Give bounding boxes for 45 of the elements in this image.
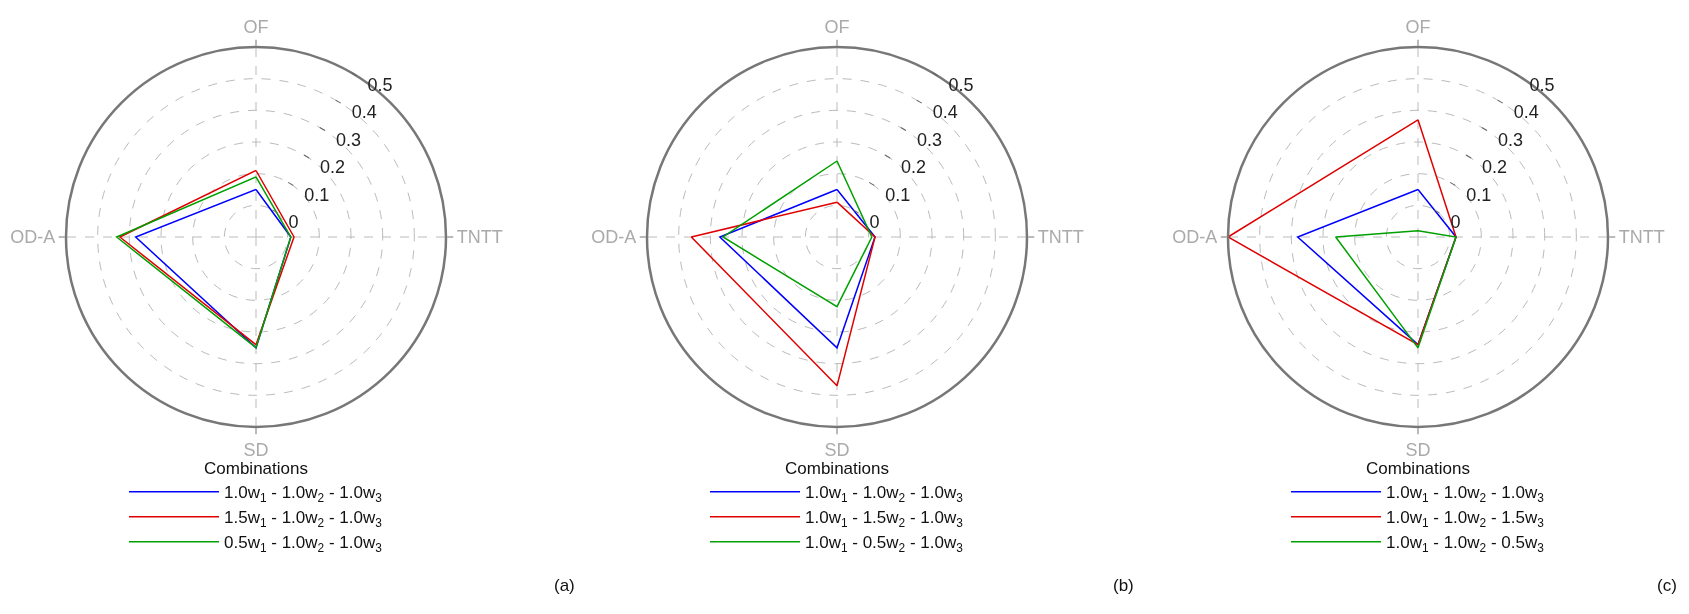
spoke-label: OF xyxy=(1405,16,1431,37)
y-tick-label: 0.5 xyxy=(948,75,974,96)
spoke-label: SD xyxy=(1405,439,1431,460)
y-tick-label: 0.4 xyxy=(1513,102,1539,123)
y-tick-label: 0.2 xyxy=(901,157,927,178)
legend-title: Combinations xyxy=(204,459,308,479)
y-tick-label: 0.2 xyxy=(320,157,346,178)
y-tick-label: 0.2 xyxy=(1482,157,1508,178)
text: (c) xyxy=(1657,576,1677,595)
y-tick-label: 0.3 xyxy=(335,129,361,150)
text: (a) xyxy=(554,576,575,595)
text: 1.0w$_{1}$ - 0.5w$_{2}$ - 1.0w$_{3}$ xyxy=(805,533,964,556)
text: 1.0w$_{1}$ - 1.0w$_{2}$ - 1.5w$_{3}$ xyxy=(1386,508,1545,530)
text: (b) xyxy=(1113,576,1134,595)
spoke-label: SD xyxy=(243,439,269,460)
y-tick-label: 0.5 xyxy=(367,75,393,96)
legend-title: Combinations xyxy=(785,459,889,479)
y-tick-label: 0.1 xyxy=(885,184,911,205)
y-tick-label: 0.5 xyxy=(1529,75,1555,96)
y-tick-label: 0 xyxy=(288,212,299,233)
y-tick-label: 0.3 xyxy=(1497,129,1523,150)
text: 1.0w$_{1}$ - 1.0w$_{2}$ - 0.5w$_{3}$ xyxy=(1386,533,1545,556)
text: 1.0w$_{1}$ - 1.0w$_{2}$ - 1.0w$_{3}$ xyxy=(805,483,964,505)
text: 1.5w$_{1}$ - 1.0w$_{2}$ - 1.0w$_{3}$ xyxy=(224,508,383,530)
y-tick-label: 0 xyxy=(869,212,880,233)
spoke-label: TNTT xyxy=(456,227,503,248)
spoke-label: OF xyxy=(243,16,269,37)
spoke-label: SD xyxy=(824,439,850,460)
y-tick-label: 0.4 xyxy=(932,102,958,123)
legend-title: Combinations xyxy=(1366,459,1470,479)
text: 1.0w$_{1}$ - 1.0w$_{2}$ - 1.0w$_{3}$ xyxy=(1386,483,1545,505)
spoke-label: TNTT xyxy=(1618,227,1665,248)
spoke-label: OD-A xyxy=(591,227,637,248)
y-tick-label: 0.1 xyxy=(1466,184,1492,205)
spoke-label: TNTT xyxy=(1037,227,1084,248)
y-tick-label: 0.3 xyxy=(916,129,942,150)
y-tick-label: 0 xyxy=(1450,212,1461,233)
spoke-label: OD-A xyxy=(1172,227,1218,248)
y-tick-label: 0.4 xyxy=(351,102,377,123)
spoke-label: OD-A xyxy=(10,227,56,248)
text: 1.0w$_{1}$ - 1.5w$_{2}$ - 1.0w$_{3}$ xyxy=(805,508,964,530)
text: 0.5w$_{1}$ - 1.0w$_{2}$ - 1.0w$_{3}$ xyxy=(224,533,383,556)
text: 1.0w$_{1}$ - 1.0w$_{2}$ - 1.0w$_{3}$ xyxy=(224,483,383,505)
y-tick-label: 0.1 xyxy=(304,184,330,205)
spoke-label: OF xyxy=(824,16,850,37)
